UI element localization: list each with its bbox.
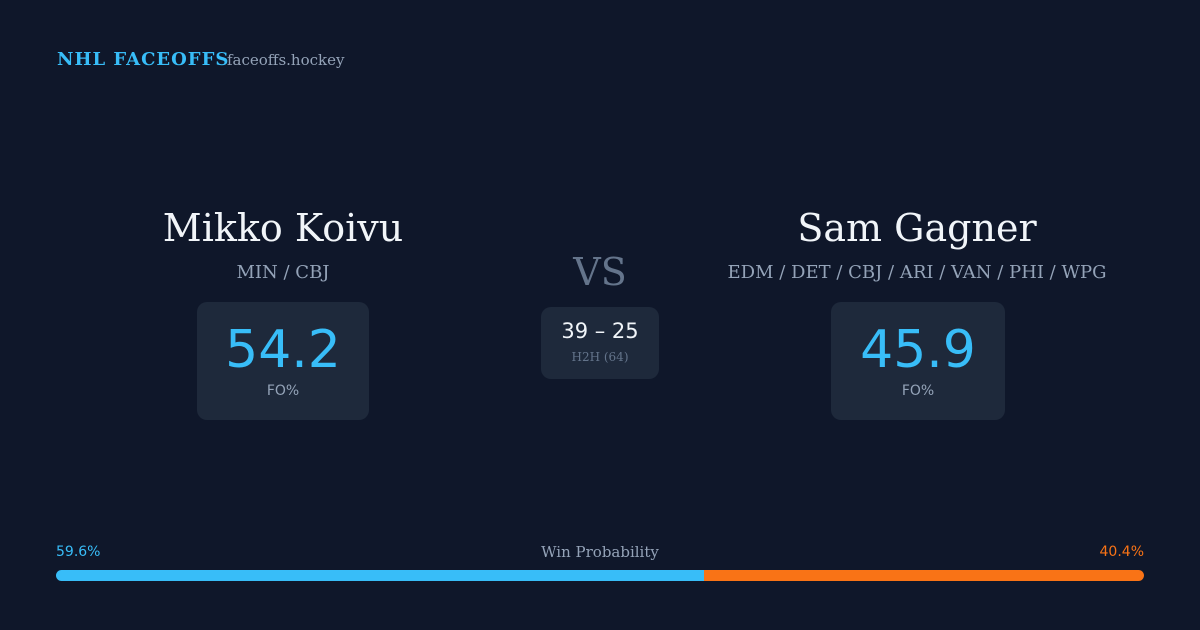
player-name: Sam Gagner xyxy=(797,206,1037,250)
fo-pct: 45.9 xyxy=(860,320,976,380)
left-prob: 59.6% xyxy=(56,544,101,560)
prob-title: Win Probability xyxy=(541,543,659,561)
fo-box: 45.9 FO% xyxy=(831,302,1005,420)
versus: VS xyxy=(573,250,627,294)
h2h-box: 39 – 25 H2H (64) xyxy=(541,307,659,379)
fo-label: FO% xyxy=(901,383,935,399)
fo-box: 54.2 FO% xyxy=(197,302,369,420)
h2h-score: 39 – 25 xyxy=(561,319,639,343)
player-teams: MIN / CBJ xyxy=(236,262,330,283)
prob-bar xyxy=(56,570,1144,581)
brand-site: faceoffs.hockey xyxy=(227,51,345,69)
fo-label: FO% xyxy=(266,383,300,399)
fo-pct: 54.2 xyxy=(225,320,341,380)
prob-segment xyxy=(704,570,1144,581)
prob-segment xyxy=(56,570,705,581)
player-teams: EDM / DET / CBJ / ARI / VAN / PHI / WPG xyxy=(727,262,1107,283)
brand-title: NHL FACEOFFS xyxy=(57,49,230,70)
h2h-label: H2H (64) xyxy=(571,350,629,364)
right-prob: 40.4% xyxy=(1099,544,1144,560)
player-name: Mikko Koivu xyxy=(162,206,404,250)
